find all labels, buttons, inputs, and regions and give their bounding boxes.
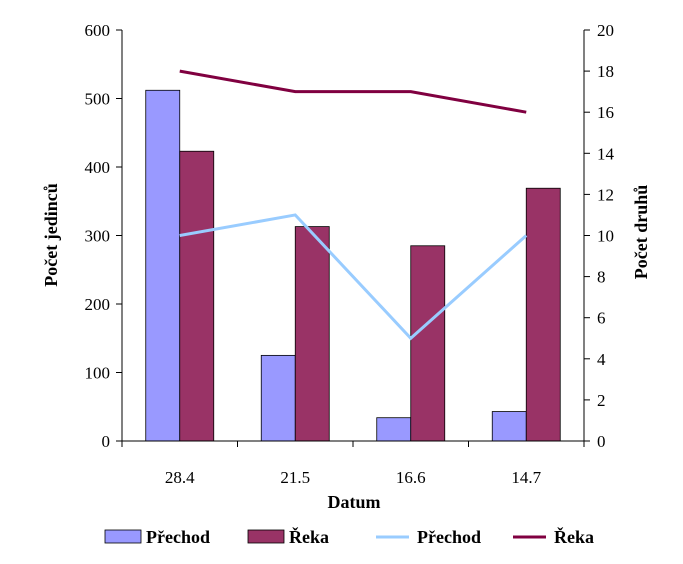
legend-label: Řeka	[289, 526, 329, 547]
y-left-tick-label: 200	[85, 295, 111, 314]
y-right-tick-label: 0	[597, 432, 606, 451]
axes: 0 100 200 300 400 500 600 0 2 4 6 8 10 12 14 16 18 20 28.4…	[85, 21, 615, 487]
y-left-tick-label: 0	[102, 432, 111, 451]
line-series-2	[179, 69, 527, 114]
legend-label: Přechod	[417, 527, 481, 547]
bar-přechod-21.5	[260, 354, 296, 442]
y-right-tick-label: 4	[597, 350, 606, 369]
bar-řeka-16.6	[410, 245, 446, 442]
y-left-tick-label: 400	[85, 158, 111, 177]
bar-řeka-21.5	[294, 226, 330, 442]
y-right-tick-label: 2	[597, 391, 606, 410]
y-left-axis-title: Počet jedinců	[41, 183, 61, 286]
y-right-tick-label: 8	[597, 268, 606, 287]
bar-řeka-28.4	[179, 150, 215, 442]
bars	[145, 89, 561, 442]
y-left-tick-label: 100	[85, 364, 111, 383]
y-left-tick-label: 500	[85, 90, 111, 109]
x-tick-label: 16.6	[396, 468, 426, 487]
x-tick-label: 21.5	[280, 468, 310, 487]
legend-swatch-bar	[104, 529, 142, 544]
x-axis-title: Datum	[328, 492, 381, 512]
line-series-1	[179, 213, 528, 341]
bar-řeka-14.7	[525, 187, 561, 442]
bar-přechod-16.6	[376, 417, 412, 442]
x-tick-label: 14.7	[511, 468, 541, 487]
y-right-tick-label: 16	[597, 103, 614, 122]
legend: Přechod Řeka Přechod Řeka	[104, 526, 594, 547]
y-right-tick-label: 6	[597, 309, 606, 328]
y-right-tick-label: 20	[597, 21, 614, 40]
y-left-tick-label: 600	[85, 21, 111, 40]
y-right-tick-label: 14	[597, 144, 615, 163]
y-right-tick-label: 10	[597, 227, 614, 246]
bar-přechod-28.4	[145, 89, 181, 442]
legend-label: Řeka	[554, 526, 594, 547]
bar-přechod-14.7	[491, 411, 527, 442]
y-right-tick-label: 12	[597, 185, 614, 204]
y-right-axis-title: Počet druhů	[631, 185, 651, 280]
y-left-tick-label: 300	[85, 227, 111, 246]
x-tick-label: 28.4	[165, 468, 195, 487]
lines	[179, 69, 528, 341]
legend-swatch-bar	[247, 529, 285, 544]
y-right-tick-label: 18	[597, 62, 614, 81]
legend-label: Přechod	[146, 527, 210, 547]
